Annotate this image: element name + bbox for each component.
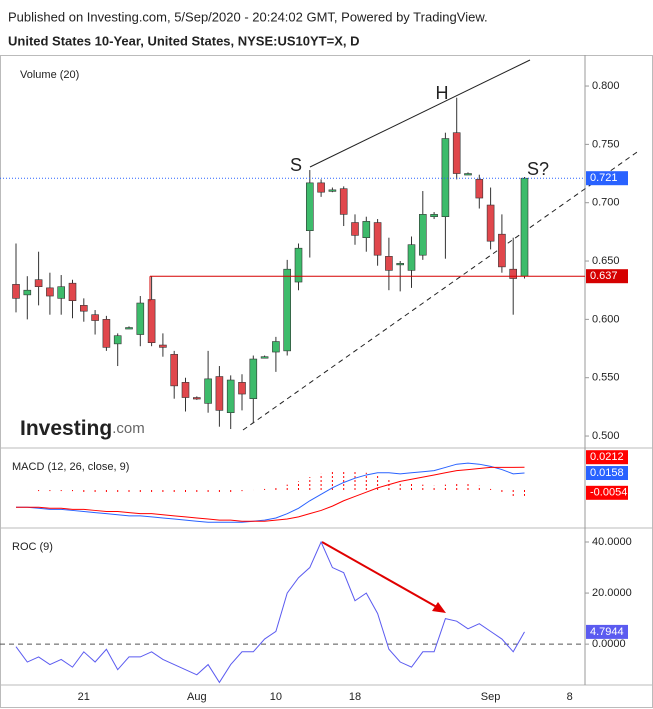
x-tick-label: 8 (567, 691, 573, 703)
price-tag-label: 0.0212 (590, 451, 624, 463)
candle-body (509, 268, 518, 279)
roc-line (15, 540, 525, 684)
candle-body (396, 263, 405, 266)
candle-body (113, 335, 122, 345)
y-tick-label: 0.650 (592, 255, 620, 267)
price-tag-label: 0.721 (590, 172, 618, 184)
price-tag (586, 269, 628, 284)
price-tag (586, 485, 628, 500)
arrow-line (321, 541, 443, 611)
x-tick-label: 10 (270, 691, 282, 703)
x-tick-label: 21 (78, 691, 90, 703)
candle-body (272, 341, 280, 353)
candle-body (294, 247, 303, 283)
candle-body (328, 189, 337, 192)
panel-label: MACD (12, 26, close, 9) (12, 461, 129, 473)
candle-body (57, 286, 66, 299)
price-tag (586, 624, 628, 639)
price-tag (586, 171, 628, 186)
pattern-label: S (290, 155, 302, 175)
candle-body (238, 382, 246, 395)
candle-body (385, 256, 393, 271)
x-tick-label: Sep (481, 691, 501, 703)
candle-body (68, 282, 77, 302)
candle-body (362, 221, 371, 239)
candle-body (215, 376, 224, 411)
candle-body (475, 179, 484, 199)
candle-body (464, 173, 472, 176)
logo-suffix: .com (112, 420, 145, 437)
candle-body (91, 314, 99, 321)
y-tick-label: 40.0000 (592, 536, 632, 548)
candle-body (418, 214, 427, 256)
candle-body (407, 244, 416, 271)
panel-label: Volume (20) (20, 69, 79, 81)
symbol-title: United States 10-Year, United States, NY… (8, 33, 359, 48)
panel-label: ROC (9) (12, 541, 53, 553)
candle-body (46, 287, 54, 297)
logo: Investing.com (20, 417, 145, 440)
candle-body (34, 279, 43, 288)
candle-body (181, 382, 190, 398)
y-tick-label: 0.750 (592, 138, 620, 150)
candle-body (430, 214, 438, 218)
candle-body (125, 327, 133, 330)
candle-body (249, 358, 258, 399)
candle-body (498, 233, 506, 268)
y-tick-label: 0.600 (592, 313, 620, 325)
macd-line (16, 466, 525, 522)
x-tick-label: Aug (187, 691, 207, 703)
pattern-label: S? (527, 159, 549, 179)
candle-body (373, 222, 382, 256)
y-tick-label: 20.0000 (592, 587, 632, 599)
candle-body (170, 354, 178, 387)
candle-body (226, 379, 235, 413)
price-tag (586, 466, 628, 481)
frame (0, 55, 653, 708)
candle-body (339, 188, 348, 215)
price-tag (586, 450, 628, 465)
price-tag-label: 4.7944 (590, 626, 624, 638)
candle-body (159, 344, 167, 348)
price-tag-label: -0.0054 (590, 487, 627, 499)
price-tag-label: 0.637 (590, 270, 618, 282)
candle-body (317, 182, 325, 193)
candle-body (351, 222, 359, 236)
y-tick-label: 0.550 (592, 372, 620, 384)
price-tag-label: 0.0158 (590, 467, 624, 479)
candle-body (441, 138, 450, 218)
candle-body (12, 284, 20, 299)
candle-body (520, 177, 529, 277)
published-note: Published on Investing.com, 5/Sep/2020 -… (8, 9, 488, 24)
y-tick-label: 0.800 (592, 80, 620, 92)
candle-body (80, 305, 88, 312)
candle-body (305, 182, 314, 232)
y-tick-label: 0.700 (592, 197, 620, 209)
candle-body (260, 356, 269, 359)
candle-body (204, 378, 212, 404)
arrow-head (432, 602, 446, 613)
x-tick-label: 18 (349, 691, 361, 703)
candle-body (193, 397, 201, 400)
y-tick-label: 0.0000 (592, 638, 626, 650)
candle-body (136, 302, 145, 335)
candle-body (23, 289, 32, 296)
neckline (242, 149, 641, 431)
candle-body (486, 204, 495, 242)
y-tick-label: 0.500 (592, 430, 620, 442)
logo-name: Investing (20, 417, 112, 440)
pattern-label: H (436, 83, 449, 103)
macd-line (16, 462, 525, 523)
candle-body (147, 299, 156, 343)
candle-body (283, 268, 292, 352)
candle-body (452, 132, 461, 174)
trend-line (309, 59, 531, 168)
candle-body (102, 319, 111, 348)
